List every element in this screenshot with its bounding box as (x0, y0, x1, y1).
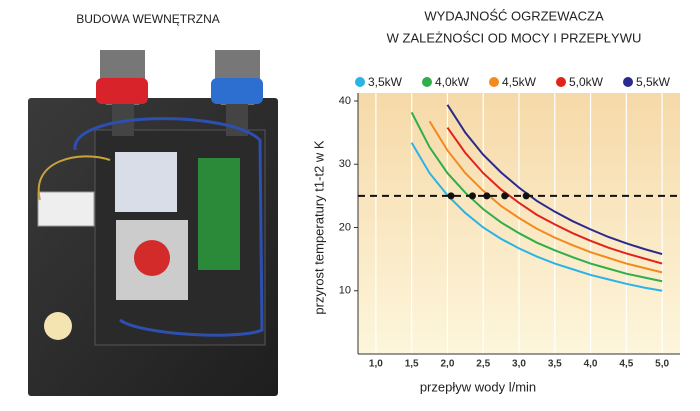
x-tick-label: 3,0 (512, 359, 526, 370)
series-line (410, 142, 663, 292)
x-tick-label: 1,5 (405, 359, 419, 370)
legend-label: 5,5kW (636, 75, 671, 89)
legend-label: 4,5kW (502, 75, 537, 89)
y-axis-label: przyrost temperatury t1-t2 w K (311, 140, 326, 314)
x-tick-label: 2,5 (476, 359, 490, 370)
legend-label: 3,5kW (368, 75, 403, 89)
photo-caption: BUDOWA WEWNĘTRZNA (76, 12, 220, 26)
heater-photo (28, 50, 278, 396)
legend-label: 4,0kW (435, 75, 470, 89)
y-tick-label: 30 (339, 158, 351, 170)
x-tick-label: 4,5 (619, 359, 633, 370)
x-tick-label: 4,0 (584, 359, 598, 370)
legend-label: 5,0kW (569, 75, 604, 89)
x-tick-label: 5,0 (655, 359, 669, 370)
series-line (446, 104, 663, 256)
series-line (410, 111, 663, 283)
legend-marker (489, 77, 499, 87)
series-line (446, 126, 663, 265)
x-tick-label: 1,0 (369, 359, 383, 370)
legend-marker (623, 77, 633, 87)
y-tick-label: 40 (339, 95, 351, 107)
legend-marker (355, 77, 365, 87)
reference-point (447, 192, 455, 200)
reference-point (468, 192, 476, 200)
series-line (428, 120, 663, 274)
x-tick-label: 2,0 (440, 359, 454, 370)
reference-point (483, 192, 491, 200)
reference-point (522, 192, 530, 200)
chart-title: WYDAJNOŚĆ OGRZEWACZA (424, 8, 604, 23)
x-tick-label: 3,5 (548, 359, 562, 370)
chart-title: W ZALEŻNOŚCI OD MOCY I PRZEPŁYWU (387, 30, 642, 45)
reference-point (501, 192, 509, 200)
y-tick-label: 20 (339, 221, 351, 233)
legend-marker (422, 77, 432, 87)
x-axis-label: przepływ wody l/min (420, 379, 536, 394)
legend-marker (556, 77, 566, 87)
chart: WYDAJNOŚĆ OGRZEWACZA W ZALEŻNOŚCI OD MOCY… (311, 8, 680, 394)
y-tick-label: 10 (339, 285, 351, 297)
